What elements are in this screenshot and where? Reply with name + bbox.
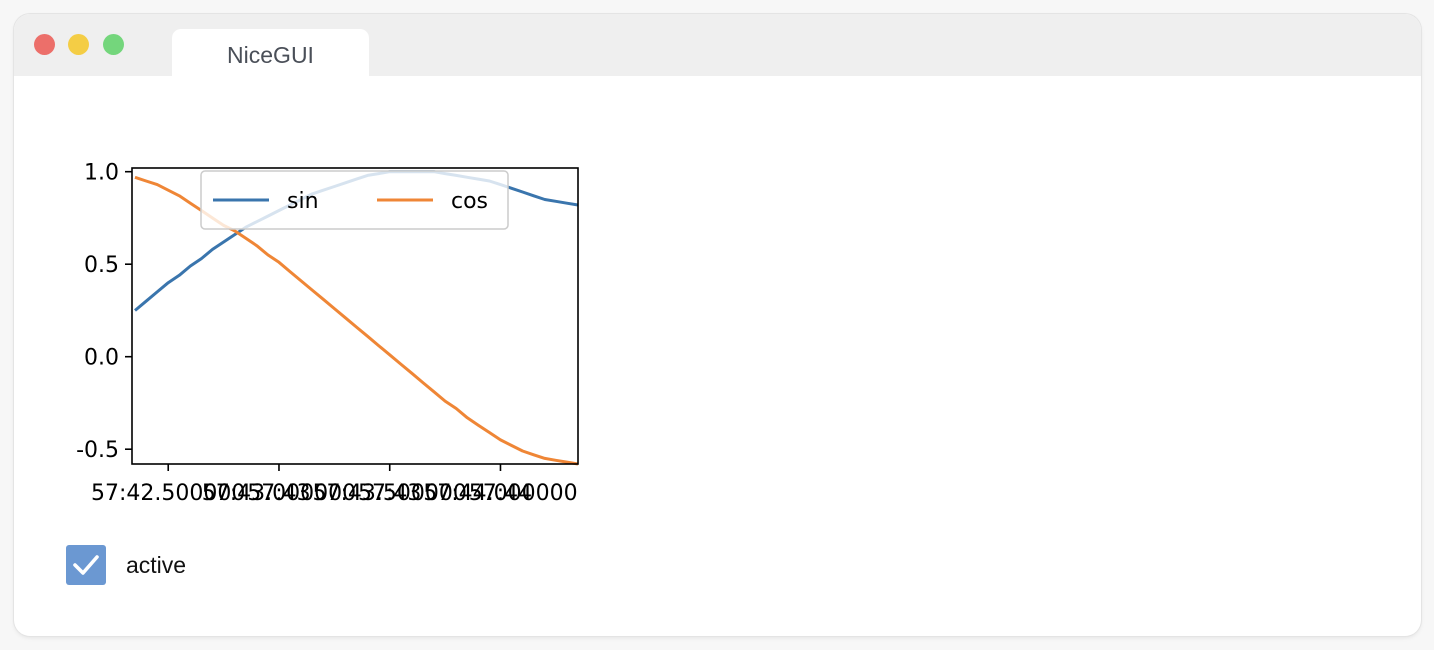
x-tick-label: 57:42.500000 [91, 481, 245, 506]
x-tick-label: 57:43.000000 [202, 481, 356, 506]
browser-window: NiceGUI 1.0 0.5 0.0 -0.5 57:42.500000 57:43 57… [14, 14, 1421, 636]
y-tick-label: 0.5 [84, 253, 119, 278]
y-tick-label: 0.0 [84, 346, 119, 371]
legend-box [200, 170, 509, 230]
x-tick-label: 57:43 [247, 481, 310, 506]
checkbox-label: active [126, 551, 187, 578]
x-tick-label: 57:43 [358, 481, 421, 506]
maximize-window-dot[interactable] [103, 34, 124, 55]
legend-label-cos: cos [451, 189, 488, 214]
y-tick-label: -0.5 [76, 438, 119, 463]
checkmark-icon [73, 555, 99, 575]
close-window-dot[interactable] [34, 34, 55, 55]
x-tick-label: 57:44 [469, 481, 532, 506]
x-tick-label: 57:43.500000 [313, 481, 467, 506]
title-bar: NiceGUI [14, 14, 1421, 76]
active-checkbox[interactable]: active [66, 545, 186, 585]
chart-svg: 1.00.50.0-0.557:42.500000 57:4357:43.0000… [76, 161, 579, 506]
y-tick-label: 1.0 [84, 161, 119, 186]
minimize-window-dot[interactable] [68, 34, 89, 55]
plot-frame [131, 167, 579, 465]
tab-nicegui[interactable]: NiceGUI [172, 29, 369, 76]
checkbox-box[interactable] [66, 545, 106, 585]
legend-label-sin: sin [287, 189, 319, 214]
x-tick-label: 57:44.000000 [423, 481, 577, 506]
line-chart: 1.0 0.5 0.0 -0.5 57:42.500000 57:43 57:43.0000… [44, 144, 604, 514]
